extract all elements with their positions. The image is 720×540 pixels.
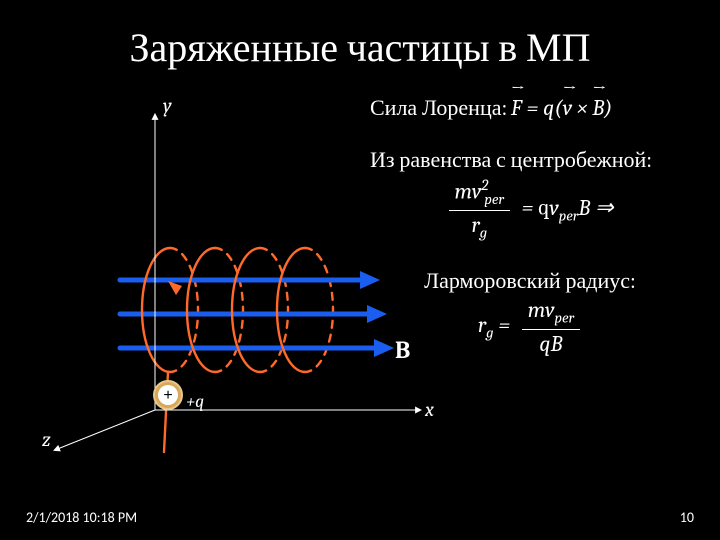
footer-timestamp: 2/1/2018 10:18 PM [26,509,137,526]
axis-label-z: z [42,428,51,451]
axis-label-x: x [424,398,434,421]
charge-label: +q [186,391,204,412]
slide-title: Заряженные частицы в МП [0,24,720,71]
larmor-label: Ларморовский радиус: [370,268,690,294]
axis-label-y: y [163,94,172,117]
larmor-block: Ларморовский радиус: rg = mvper qB [370,268,690,356]
lorentz-label: Сила Лоренца: [370,95,507,121]
helix-back [305,248,333,372]
footer-page-number: 10 [680,509,694,526]
centrifugal-block: Из равенства с центробежной: mv2per rg =… [370,147,690,242]
helix-front [142,248,170,372]
centrifugal-label: Из равенства с центробежной: [370,147,690,173]
charge-plus: + [163,387,172,404]
larmor-equation: rg = mvper qB [370,298,690,356]
helix-direction-arrow [168,281,182,295]
axis-z [55,410,155,450]
lorentz-block: Сила Лоренца: F = q(v × B) [370,95,690,121]
centrifugal-equation: mv2per rg = qvperB ⇒ [370,177,690,242]
lorentz-equation: F = q(v × B) [511,95,613,121]
formula-column: Сила Лоренца: F = q(v × B) Из равенства … [370,95,690,382]
